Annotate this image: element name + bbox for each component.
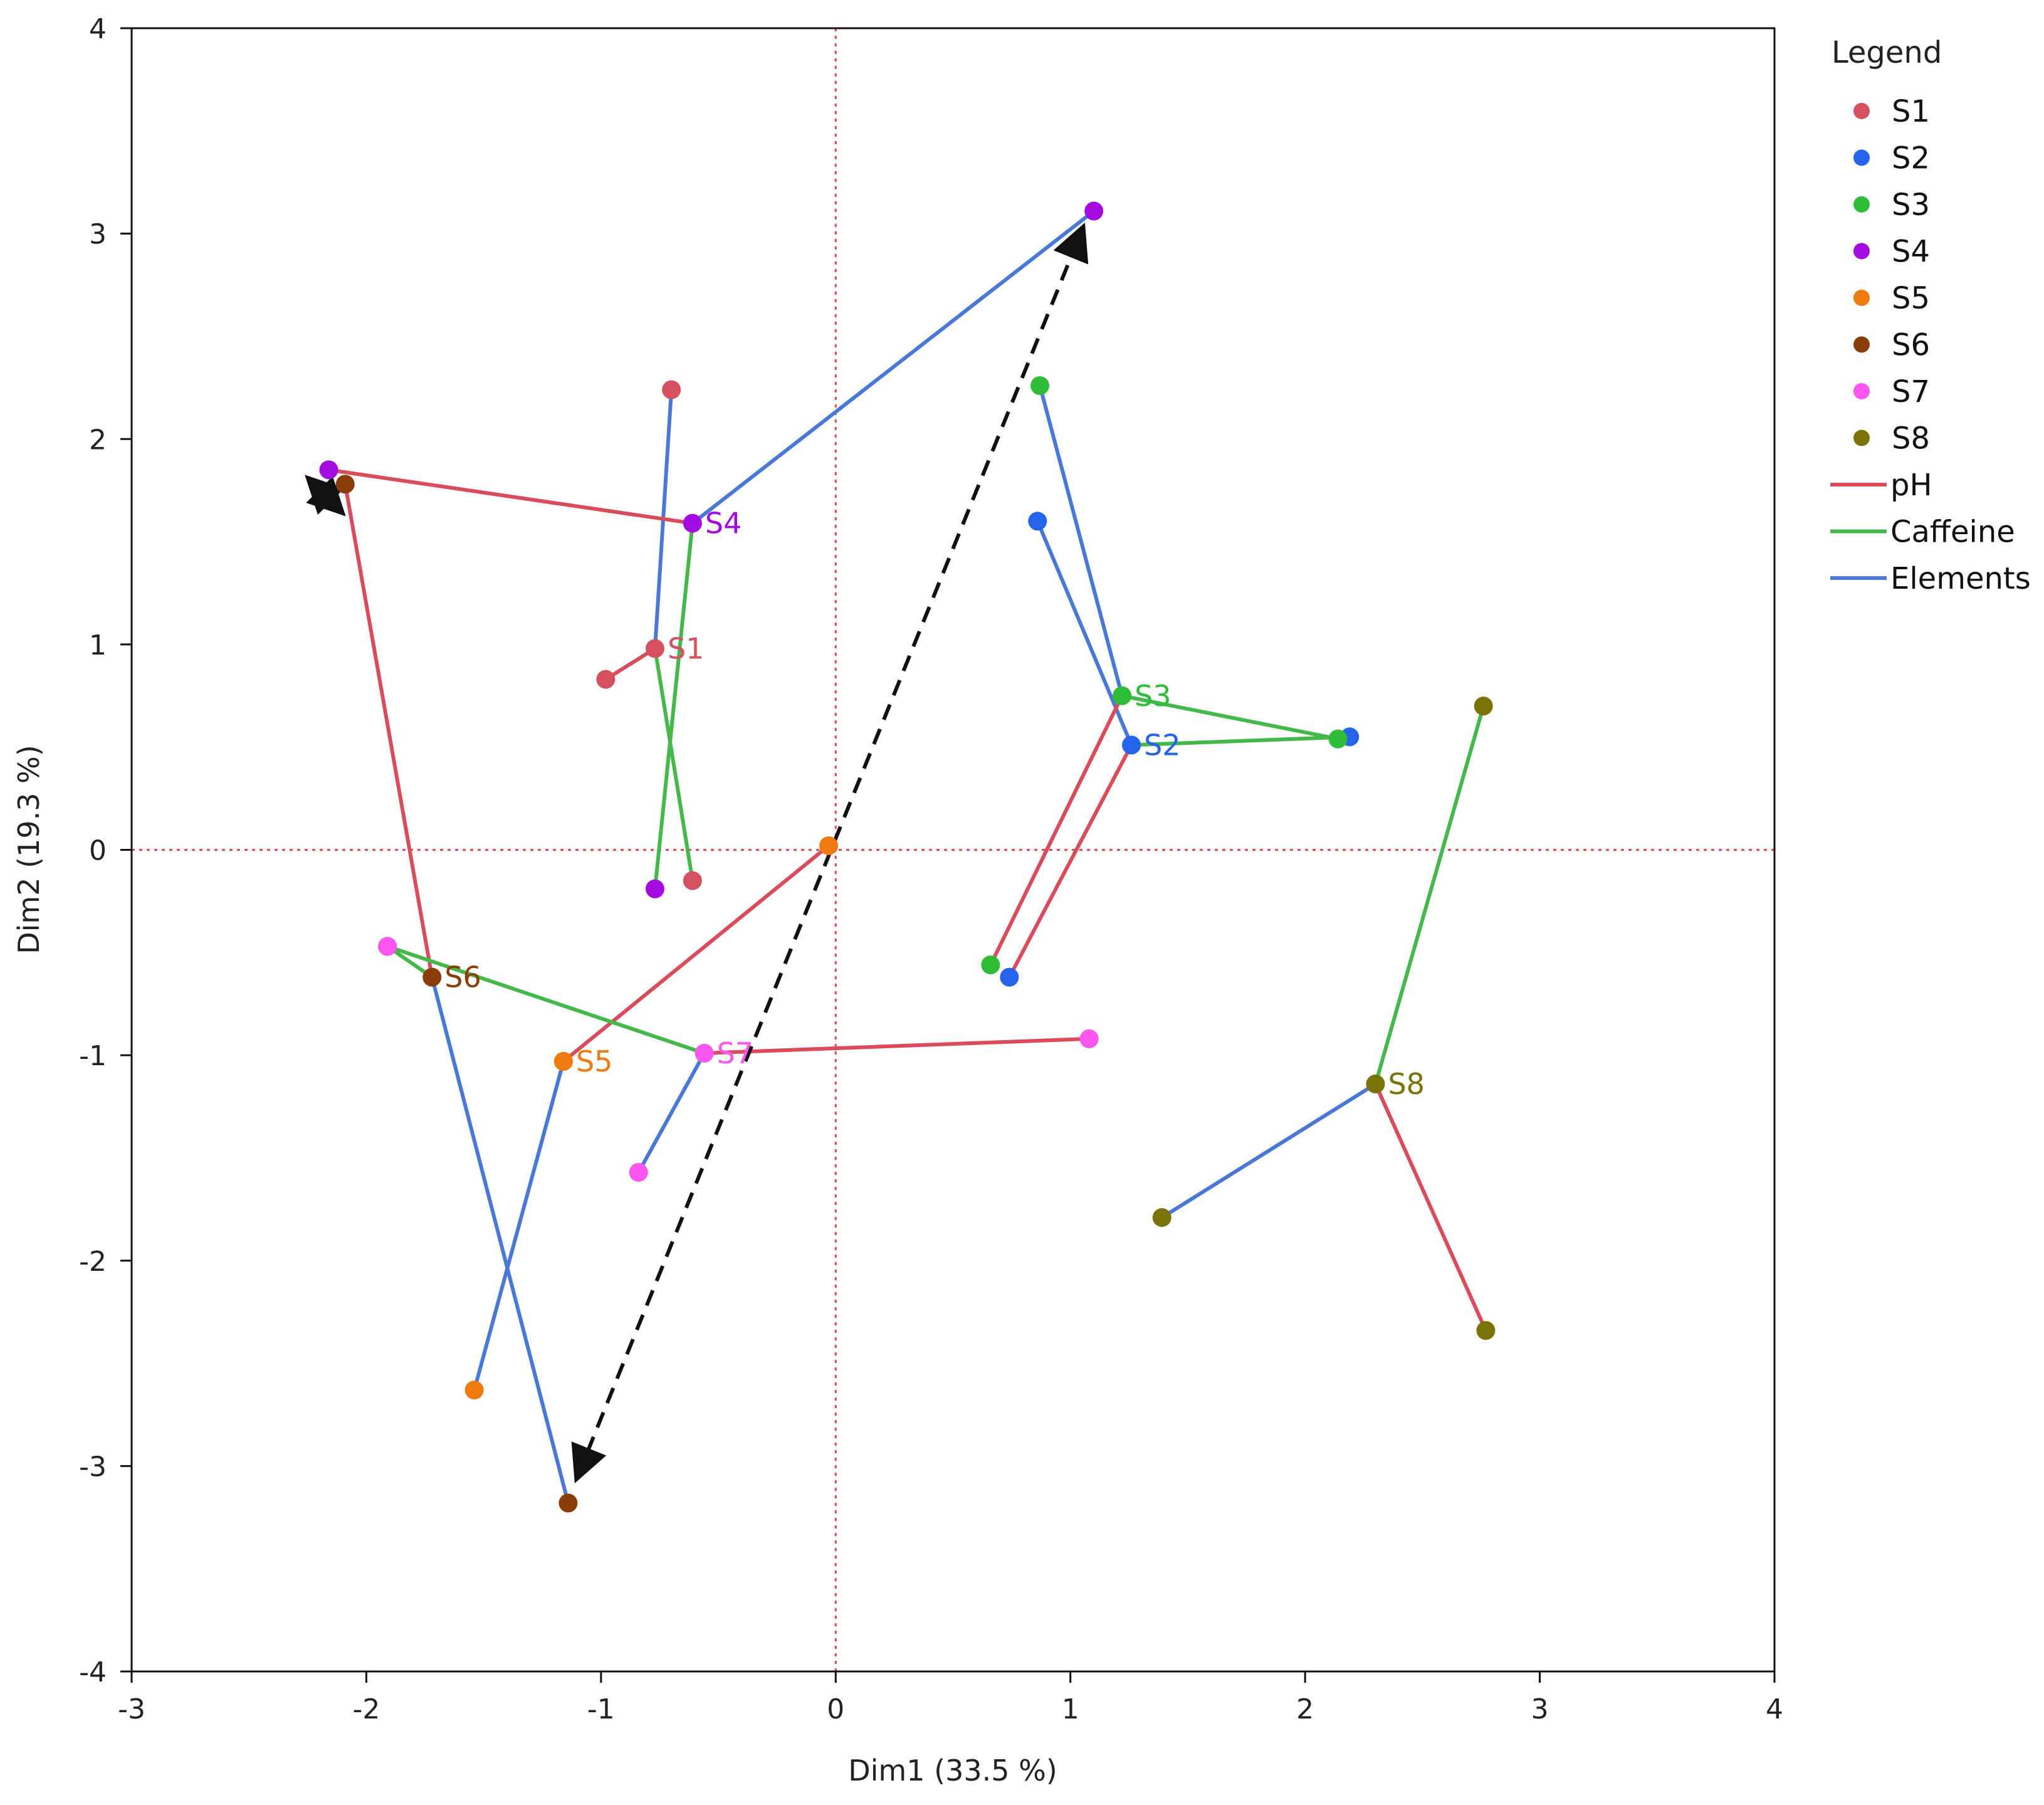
x-tick-label: 4: [1766, 1693, 1783, 1725]
x-tick-label: -1: [587, 1693, 615, 1725]
y-tick-label: -1: [79, 1040, 107, 1072]
legend-label-elements: Elements: [1890, 561, 2031, 596]
legend-marker-s3: [1853, 196, 1870, 213]
legend-label-s5: S5: [1892, 281, 1930, 316]
point-label-s1: S1: [668, 631, 704, 665]
segment-s8-elements: [1160, 1081, 1378, 1219]
points: [319, 201, 1496, 1513]
x-tick-label: 2: [1296, 1693, 1314, 1725]
point-label-s2: S2: [1144, 728, 1180, 762]
legend-label-caffeine: Caffeine: [1890, 515, 2015, 550]
legend-label-ph: pH: [1890, 468, 1932, 503]
legend: Legend S1 S2 S3 S4 S5 S6 S7 S8 pH Caffeine Element…: [1830, 35, 2031, 596]
point-s1-caffeine: [683, 871, 702, 890]
segment-s6-ph: [343, 482, 434, 979]
y-axis-title: Dim2 (19.3 %): [12, 745, 46, 954]
x-axis-title: Dim1 (33.5 %): [848, 1754, 1057, 1787]
point-s8-ph: [1476, 1321, 1496, 1340]
point-s5-elements: [464, 1381, 484, 1400]
legend-label-s4: S4: [1892, 234, 1930, 270]
arrow-2: [305, 475, 346, 517]
point-label-s8: S8: [1388, 1067, 1424, 1101]
legend-marker-s2: [1853, 149, 1870, 166]
segment-s8-caffeine: [1373, 704, 1486, 1086]
legend-marker-s5: [1853, 290, 1870, 306]
point-s3-elements: [1030, 376, 1050, 396]
point-s7-caffeine: [378, 937, 397, 956]
x-tick-label: 1: [1062, 1693, 1079, 1725]
point-s4-ph: [319, 460, 338, 480]
point-s2-elements: [1028, 512, 1047, 531]
point-s1-center: [645, 639, 664, 658]
point-s4-elements: [1084, 201, 1104, 221]
point-s8-elements: [1152, 1208, 1171, 1227]
legend-marker-s8: [1853, 429, 1870, 446]
y-tick-label: 1: [89, 629, 107, 661]
segment-s5-elements: [472, 1059, 565, 1392]
x-tick-label: 0: [827, 1693, 844, 1725]
x-axis: -3 -2 -1 0 1 2 3 4: [118, 1671, 1783, 1725]
y-tick-label: 4: [89, 13, 107, 45]
point-s7-ph: [1079, 1029, 1099, 1048]
legend-marker-s7: [1853, 383, 1870, 399]
point-label-s7: S7: [717, 1036, 753, 1070]
point-s4-center: [683, 513, 702, 533]
legend-label-s8: S8: [1892, 421, 1930, 456]
y-tick-label: -4: [79, 1656, 107, 1688]
y-tick-label: -2: [79, 1246, 107, 1278]
legend-label-s6: S6: [1892, 328, 1930, 363]
y-axis: -4 -3 -2 -1 0 1 2 3 4: [79, 13, 132, 1688]
legend-marker-s6: [1853, 336, 1870, 353]
segment-s6-elements: [430, 975, 570, 1505]
point-s3-ph: [981, 955, 1000, 974]
y-tick-label: 2: [89, 424, 107, 456]
point-labels: S1 S2 S3 S4 S5 S6 S7 S8: [444, 507, 1425, 1101]
segment-s2-caffeine: [1129, 735, 1352, 747]
point-label-s5: S5: [576, 1045, 612, 1078]
point-s1-ph: [596, 670, 616, 689]
legend-marker-s1: [1853, 103, 1870, 119]
legend-marker-s4: [1853, 243, 1870, 260]
segment-s3-caffeine: [1120, 693, 1340, 741]
point-s3-caffeine: [1328, 729, 1348, 749]
x-tick-label: -3: [118, 1693, 145, 1725]
legend-label-s2: S2: [1892, 141, 1930, 176]
point-s2-ph: [1000, 967, 1019, 987]
point-label-s4: S4: [705, 507, 742, 540]
x-tick-label: -2: [352, 1693, 380, 1725]
point-s7-center: [694, 1043, 714, 1063]
y-tick-label: 3: [89, 219, 107, 251]
x-tick-label: 3: [1531, 1693, 1549, 1725]
point-s6-elements: [558, 1493, 578, 1513]
legend-label-s1: S1: [1892, 94, 1930, 129]
point-label-s6: S6: [444, 960, 481, 994]
point-s7-elements: [629, 1162, 648, 1182]
point-s5-ph: [819, 836, 839, 855]
legend-label-s3: S3: [1892, 187, 1930, 223]
legend-title: Legend: [1832, 35, 1942, 70]
point-s2-center: [1122, 735, 1141, 755]
legend-label-s7: S7: [1892, 374, 1930, 409]
point-s6-center: [422, 967, 442, 987]
point-s5-caffeine: [553, 1051, 573, 1071]
point-s8-center: [1366, 1074, 1385, 1093]
point-s3-center: [1113, 686, 1132, 705]
segment-s8-ph: [1373, 1081, 1488, 1333]
point-s4-caffeine: [645, 879, 664, 898]
y-tick-label: 0: [89, 835, 107, 867]
point-s8-caffeine: [1474, 697, 1493, 716]
point-label-s3: S3: [1135, 679, 1171, 713]
y-tick-label: -3: [79, 1451, 107, 1483]
point-s1-elements: [662, 380, 681, 399]
point-s6-ph: [335, 475, 355, 494]
